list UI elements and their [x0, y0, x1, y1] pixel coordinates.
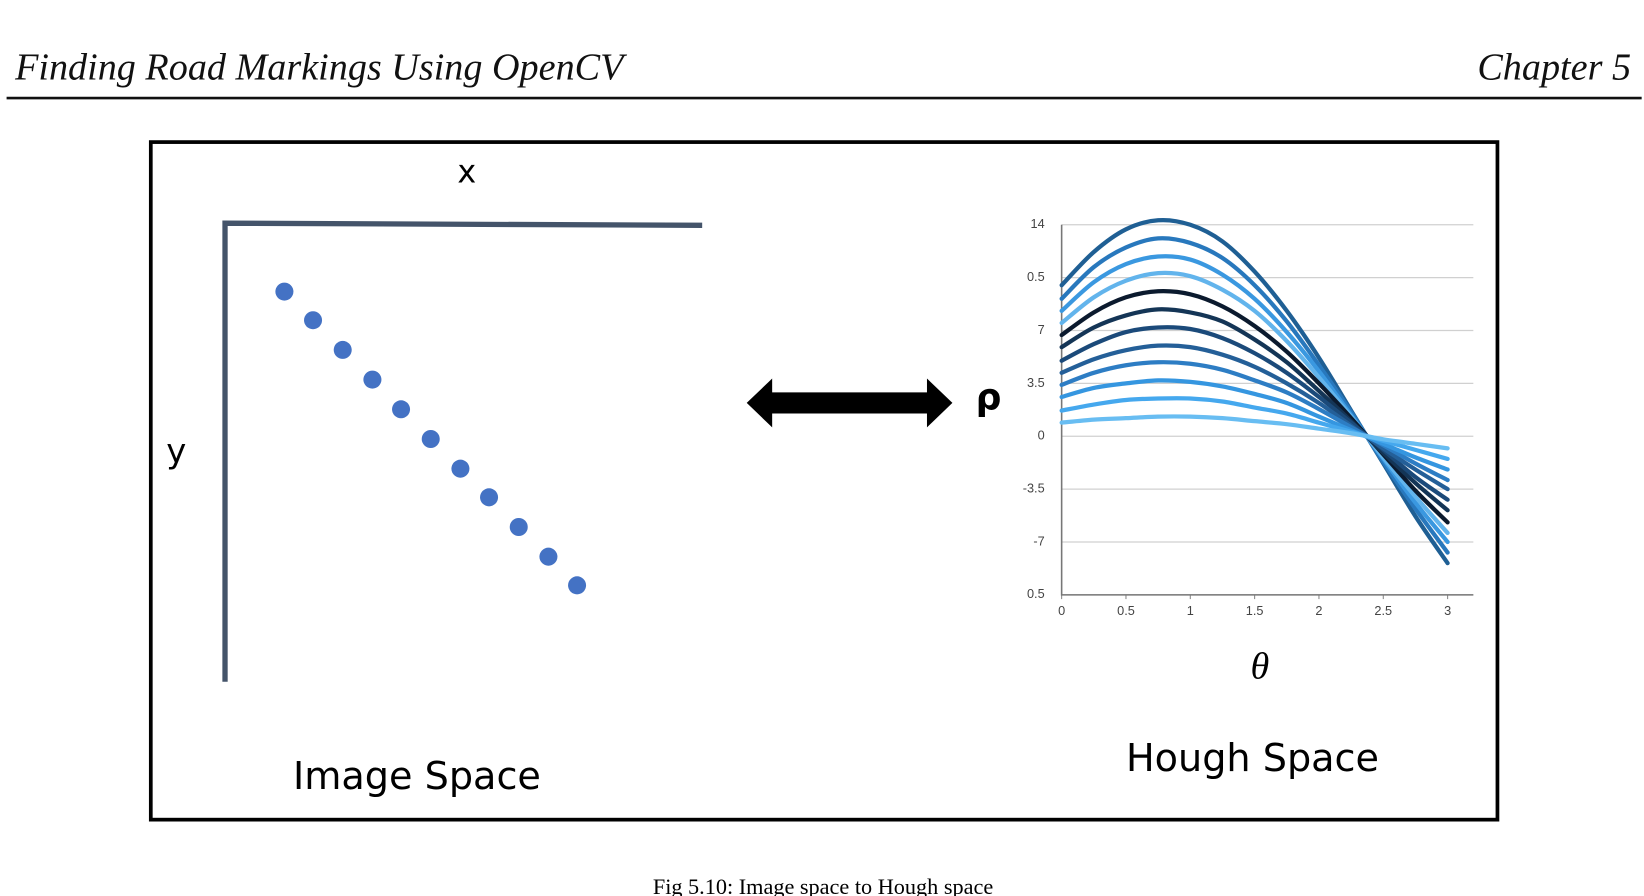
point	[509, 517, 528, 537]
y-tick-label: 7	[1038, 322, 1045, 337]
y-tick-label: -7	[1033, 533, 1044, 548]
point	[333, 340, 352, 359]
points	[275, 282, 587, 595]
y-tick-label: -3.5	[1023, 480, 1045, 495]
x-tick-label: 2	[1315, 603, 1322, 618]
x-tick-label: 0.5	[1117, 603, 1135, 618]
point	[568, 576, 587, 595]
point	[275, 282, 294, 301]
curve	[1059, 217, 1450, 566]
point	[304, 311, 323, 330]
x-tick-label: 2.5	[1374, 603, 1392, 618]
curve	[1059, 414, 1450, 451]
y-tick-label: 0	[1038, 428, 1045, 443]
figure-frame	[148, 140, 1500, 822]
x-tick-label: 1	[1187, 603, 1194, 618]
point	[392, 400, 411, 419]
y-tick-label: 14	[1031, 216, 1045, 231]
figure-caption: Fig 5.10: Image space to Hough space	[653, 874, 994, 896]
image-axes	[222, 220, 703, 682]
curve	[1059, 378, 1450, 472]
y-axis-label: ρ	[976, 376, 1002, 418]
y-tick-label: 0.5	[1027, 586, 1045, 601]
x-label: x	[457, 152, 476, 190]
image-space-label: Image Space	[293, 755, 541, 799]
double-arrow	[746, 378, 953, 428]
running-header: Finding Road Markings Using OpenCV	[14, 47, 627, 89]
x-tick-label: 1.5	[1246, 603, 1264, 618]
x-tick-label: 3	[1444, 603, 1451, 618]
y-tick-label: 3.5	[1027, 375, 1045, 390]
point	[480, 488, 499, 507]
point	[451, 459, 470, 478]
curve	[1059, 270, 1450, 536]
y-tick-label: 0.5	[1027, 269, 1045, 284]
point	[539, 547, 558, 566]
y-label: y	[166, 432, 186, 471]
point	[363, 370, 382, 389]
x-axis-label: θ	[1251, 646, 1270, 688]
curve	[1059, 307, 1450, 513]
image-space: x y Image Space	[166, 152, 703, 799]
curve	[1059, 343, 1450, 492]
hough-chart: ρ θ Hough Space 14 0.5 7 3.5 0 -3.5 -7 0.5 0 0.5 1…	[976, 216, 1474, 781]
point	[421, 429, 440, 448]
x-tick-label: 0	[1058, 603, 1065, 618]
chapter-label: Chapter 5	[1477, 47, 1631, 89]
chart-title: Hough Space	[1126, 737, 1379, 781]
